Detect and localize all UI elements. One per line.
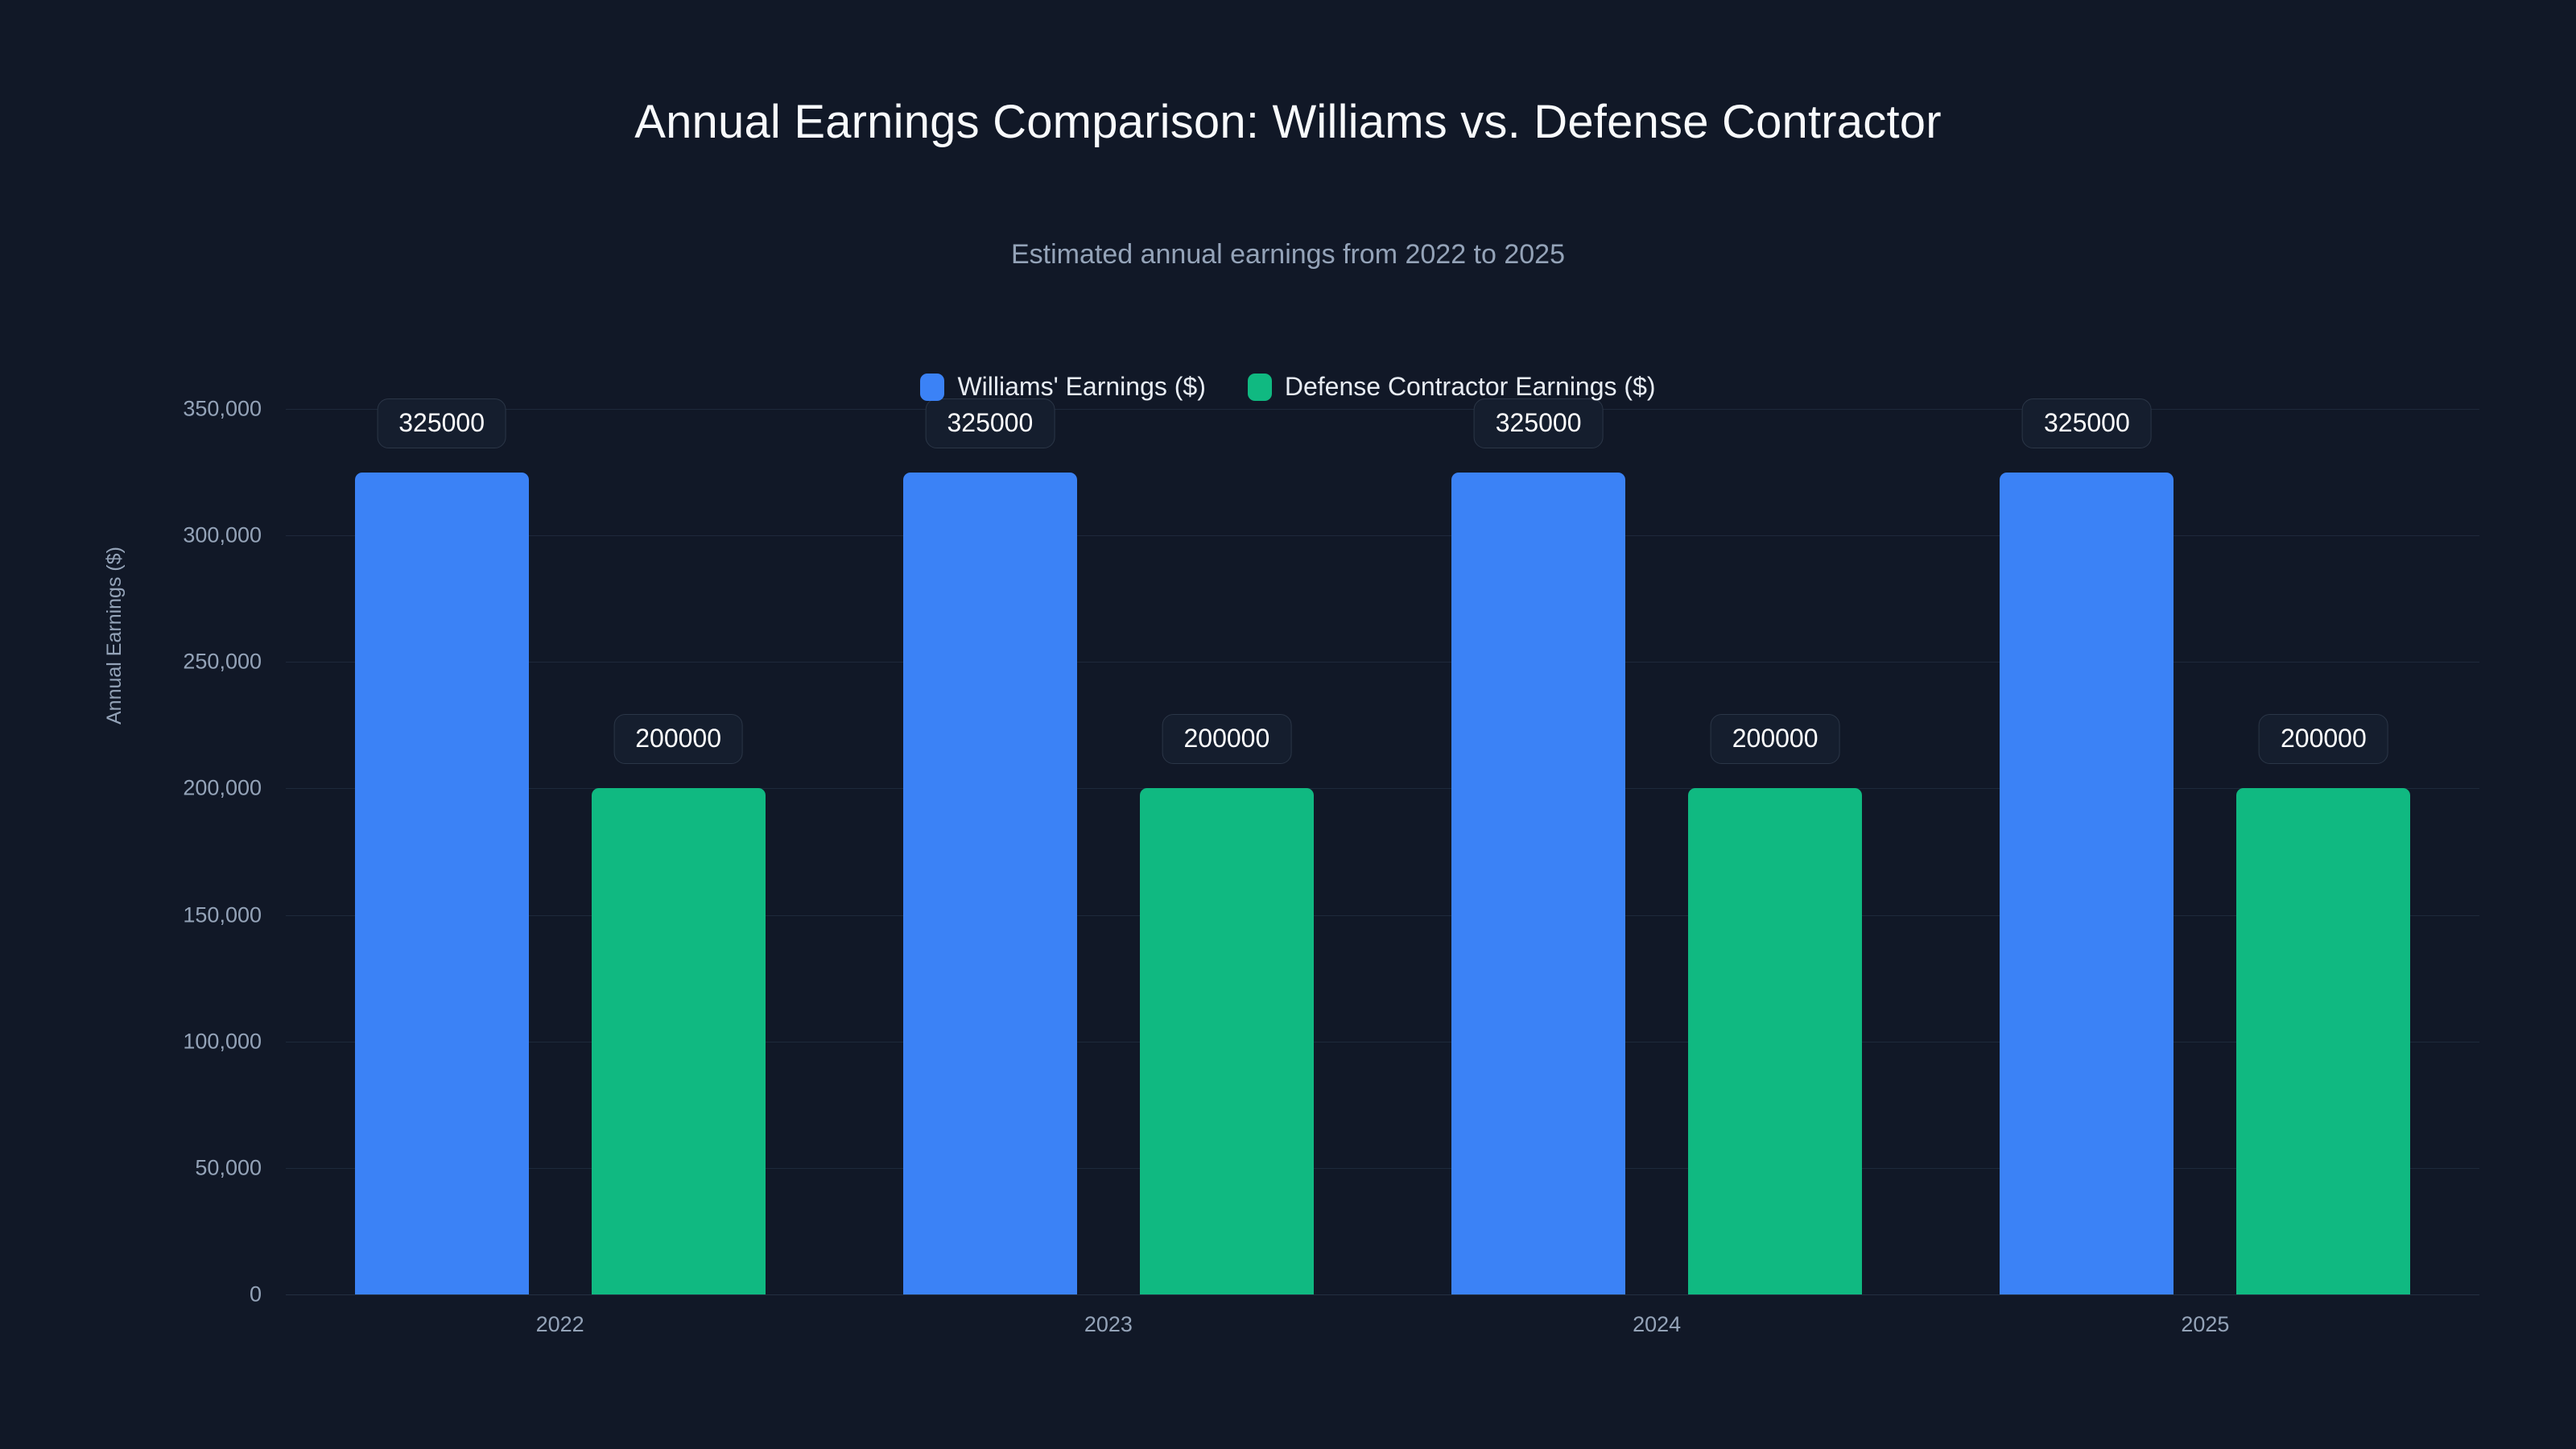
data-label: 200000 [2258, 714, 2388, 765]
legend-item-0[interactable]: Williams' Earnings ($) [920, 372, 1206, 402]
legend-label: Defense Contractor Earnings ($) [1284, 372, 1656, 401]
x-axis-tick-label: 2024 [1633, 1312, 1682, 1336]
data-label: 200000 [613, 714, 744, 765]
data-label: 200000 [1710, 714, 1840, 765]
data-label: 325000 [2021, 398, 2152, 448]
bar-2022-series-0[interactable] [354, 472, 529, 1294]
y-axis-tick-label: 350,000 [183, 396, 262, 421]
bar-2024-series-1[interactable] [1688, 788, 1863, 1294]
y-axis-tick-label: 150,000 [183, 902, 262, 927]
y-axis-tick-label: 100,000 [183, 1029, 262, 1054]
bar-2022-series-1[interactable] [591, 788, 766, 1294]
gridline [286, 1294, 2479, 1295]
bar-2025-series-0[interactable] [2000, 472, 2174, 1294]
x-axis-tick-label: 2023 [1084, 1312, 1133, 1336]
legend-item-1[interactable]: Defense Contractor Earnings ($) [1247, 372, 1656, 402]
y-axis-title: Annual Earnings ($) [103, 547, 126, 724]
gridline [286, 662, 2479, 663]
chart-legend: Williams' Earnings ($) Defense Contractor… [0, 372, 2576, 402]
data-label: 200000 [1162, 714, 1292, 765]
gridline [286, 914, 2479, 916]
data-label: 325000 [377, 398, 507, 448]
data-label: 325000 [1473, 398, 1604, 448]
legend-label: Williams' Earnings ($) [957, 372, 1206, 401]
legend-swatch-icon [920, 373, 945, 401]
gridline [286, 788, 2479, 790]
x-axis-tick-label: 2025 [2181, 1312, 2230, 1336]
bar-2023-series-1[interactable] [1139, 788, 1314, 1294]
bar-2024-series-0[interactable] [1451, 472, 1626, 1294]
y-axis-tick-label: 0 [249, 1282, 262, 1307]
y-axis-tick-label: 50,000 [195, 1155, 262, 1180]
gridline [286, 1167, 2479, 1169]
legend-swatch-icon [1247, 373, 1272, 401]
y-axis-tick-label: 200,000 [183, 775, 262, 800]
bar-2025-series-1[interactable] [2236, 788, 2411, 1294]
bar-2023-series-0[interactable] [902, 472, 1077, 1294]
data-label: 325000 [925, 398, 1055, 448]
y-axis-tick-label: 300,000 [183, 522, 262, 547]
x-axis-tick-label: 2022 [535, 1312, 584, 1336]
gridline [286, 409, 2479, 410]
plot-area: 0 50,000 100,000 150,000 200,000 250,000 300,0… [183, 397, 2479, 1336]
chart-subtitle: Estimated annual earnings from 2022 to 2… [1010, 239, 1565, 270]
chart-title: Annual Earnings Comparison: Williams vs.… [634, 96, 1942, 148]
y-axis-tick-label: 250,000 [183, 649, 262, 674]
gridline [286, 535, 2479, 537]
